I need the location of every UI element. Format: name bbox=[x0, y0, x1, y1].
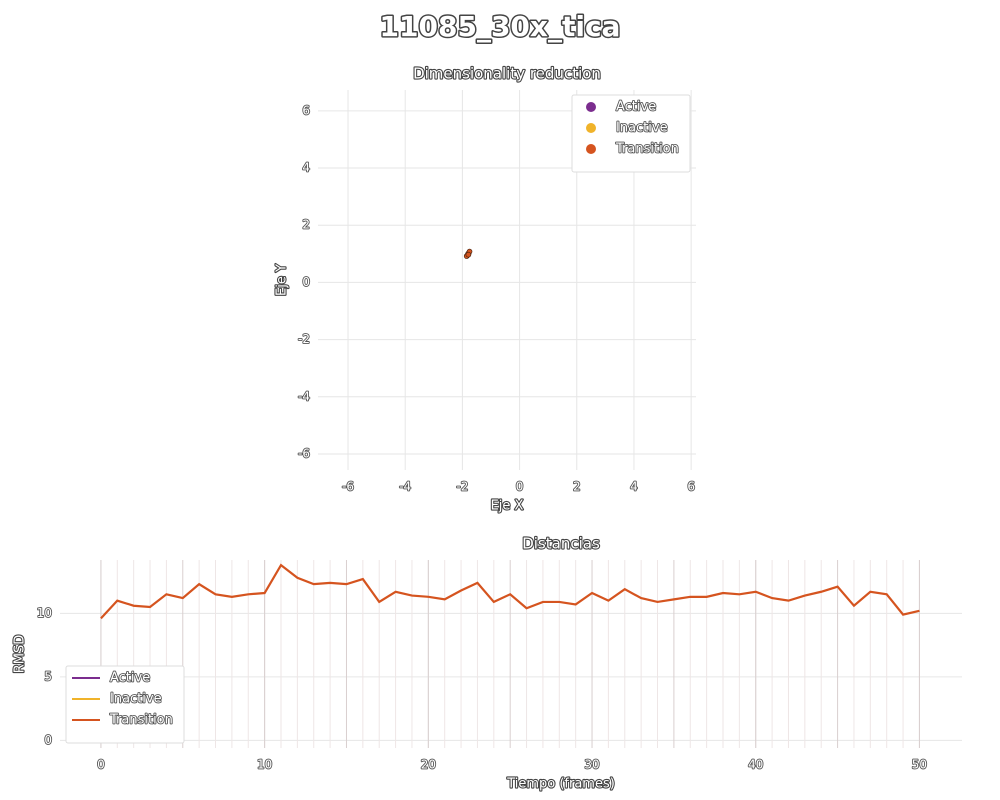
legend-label: Active bbox=[616, 100, 656, 115]
x-tick-label: -2 bbox=[456, 480, 468, 494]
legend-box bbox=[65, 665, 185, 744]
x-tick-label: -6 bbox=[342, 480, 354, 494]
chart-title: Distancias bbox=[522, 535, 600, 553]
y-tick-label: 0 bbox=[44, 733, 52, 747]
legend-label: Active bbox=[110, 671, 150, 686]
legend-label: Inactive bbox=[616, 121, 668, 136]
y-tick-label: 2 bbox=[302, 218, 310, 232]
y-tick-label: 5 bbox=[44, 669, 52, 683]
legend-marker bbox=[586, 123, 596, 133]
x-tick-label: 0 bbox=[516, 480, 524, 494]
x-tick-label: 4 bbox=[630, 480, 638, 494]
y-tick-label: 6 bbox=[302, 103, 310, 117]
y-tick-label: -2 bbox=[298, 332, 310, 346]
y-tick-label: -6 bbox=[298, 446, 310, 460]
legend-box bbox=[571, 94, 691, 173]
scatter-point bbox=[465, 251, 472, 258]
y-tick-label: 10 bbox=[37, 606, 52, 620]
y-axis-label: Eje Y bbox=[275, 264, 290, 296]
y-axis-label: RMSD bbox=[13, 635, 28, 674]
x-tick-label: 0 bbox=[97, 758, 105, 772]
x-tick-label: 10 bbox=[257, 758, 272, 772]
x-tick-label: -4 bbox=[399, 480, 411, 494]
x-tick-label: 6 bbox=[687, 480, 695, 494]
y-tick-label: 0 bbox=[302, 275, 310, 289]
x-axis-label: Eje X bbox=[491, 499, 524, 514]
legend-marker bbox=[586, 144, 596, 154]
x-axis-label: Tiempo (frames) bbox=[506, 777, 615, 792]
chart-title: Dimensionality reduction bbox=[413, 65, 601, 83]
legend-label: Transition bbox=[615, 142, 679, 157]
legend-marker bbox=[586, 102, 596, 112]
legend-label: Transition bbox=[109, 713, 173, 728]
page-title: 11085_30x_tica bbox=[380, 10, 621, 43]
x-tick-label: 40 bbox=[748, 758, 763, 772]
x-tick-label: 2 bbox=[573, 480, 581, 494]
y-tick-label: 4 bbox=[302, 161, 310, 175]
line-series bbox=[100, 563, 920, 620]
legend-label: Inactive bbox=[110, 692, 162, 707]
x-tick-label: 20 bbox=[421, 758, 436, 772]
y-tick-label: -4 bbox=[298, 389, 310, 403]
x-tick-label: 50 bbox=[912, 758, 927, 772]
x-tick-label: 30 bbox=[584, 758, 599, 772]
